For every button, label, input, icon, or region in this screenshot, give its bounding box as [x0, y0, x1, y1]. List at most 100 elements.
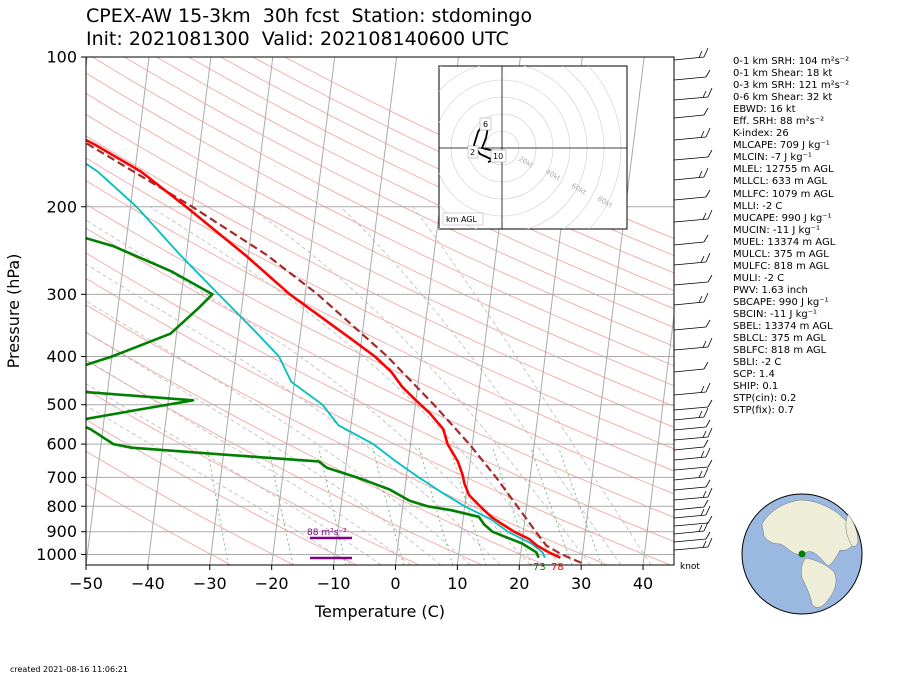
dry-adiabat-line — [156, 57, 674, 310]
wind-barb — [673, 530, 705, 535]
mixing-ratio-line — [372, 447, 404, 565]
dry-adiabat-line — [124, 57, 674, 328]
mixing-ratio-lines — [206, 447, 603, 565]
moist-adiabat-line — [412, 206, 652, 565]
dry-adiabat-line — [220, 57, 674, 274]
chart-title-line-1: CPEX-AW 15-3km 30h fcst Station: stdomin… — [86, 5, 533, 27]
dry-adiabat-line — [86, 180, 674, 472]
wind-barb-flag — [705, 252, 711, 263]
wind-barb-flag — [707, 149, 713, 158]
wind-barb-flag — [703, 439, 709, 448]
dry-adiabat-line — [86, 135, 674, 428]
wind-barb-flag — [707, 87, 713, 98]
parameter-line: STP(fix): 0.7 — [733, 405, 794, 417]
wind-barb — [673, 176, 705, 181]
wetbulb-profile — [86, 162, 546, 559]
wind-barb — [673, 522, 709, 527]
wind-barb-flag — [703, 467, 709, 478]
parameter-line: MLLFC: 1079 m AGL — [733, 188, 834, 200]
moist-adiabat-line — [150, 206, 561, 565]
wind-barb-flag — [703, 521, 709, 532]
wind-barb-flag — [705, 531, 711, 540]
wind-barb — [673, 346, 709, 351]
isotherm-line — [86, 57, 150, 565]
dry-adiabat-line — [86, 113, 674, 407]
parameter-line: MLCIN: -7 J kg⁻¹ — [733, 152, 812, 164]
wind-barb — [673, 391, 707, 396]
wind-barb-flag — [702, 340, 707, 348]
isotherm-lines — [86, 57, 674, 565]
hodo-units-label: km AGL — [446, 215, 478, 224]
wind-barb-flag — [698, 524, 703, 532]
wind-barb-flag — [707, 515, 713, 524]
x-tick-label: 10 — [447, 574, 467, 593]
parameter-line: MUEL: 13374 m AGL — [733, 236, 836, 248]
wind-barb-flag — [705, 382, 711, 393]
wind-barb — [673, 136, 707, 141]
chart-title-line-2: Init: 2021081300 Valid: 202108140600 UTC — [86, 28, 509, 50]
wind-barb-flag — [703, 107, 709, 116]
parameter-line: K-index: 26 — [733, 128, 789, 140]
wind-barb-flag — [702, 430, 707, 438]
wind-barb — [673, 506, 705, 511]
dry-adiabat-line — [86, 331, 545, 565]
wind-barb — [673, 96, 709, 101]
wind-barb-flag — [707, 399, 713, 408]
mixing-ratio-line — [318, 447, 347, 565]
hodo-height-label: 6 — [483, 120, 488, 129]
parameter-line: SBCAPE: 990 J kg⁻¹ — [733, 296, 829, 308]
x-tick-label: 0 — [390, 574, 400, 593]
parameter-line: MULFC: 818 m AGL — [733, 260, 829, 272]
dry-adiabat-line — [86, 92, 674, 387]
parameter-line: SBLI: -2 C — [733, 357, 782, 369]
isotherm-line — [209, 57, 274, 565]
x-tick-label: −50 — [69, 574, 103, 593]
isotherm-line — [642, 311, 674, 565]
parameter-line: MLLCL: 633 m AGL — [733, 176, 828, 188]
y-tick-label: 1000 — [36, 545, 77, 564]
dry-adiabat-line — [86, 450, 294, 565]
wind-barb — [673, 76, 707, 81]
wind-barb-flag — [707, 487, 713, 498]
wind-barb — [673, 114, 705, 119]
wind-barb — [673, 261, 707, 266]
wind-barb-flag — [698, 470, 703, 478]
x-tick-label: −20 — [255, 574, 289, 593]
wind-barb-flag — [703, 234, 709, 243]
parameter-line: 0-1 km SRH: 104 m²s⁻² — [733, 56, 850, 67]
surface-temperature-label: 78 — [551, 562, 564, 573]
parameter-line: MLLI: -2 C — [733, 200, 783, 212]
dry-adiabat-line — [86, 277, 671, 565]
parameter-line: STP(cin): 0.2 — [733, 393, 797, 405]
parameter-line: SBEL: 13374 m AGL — [733, 321, 833, 333]
wind-barb-flag — [703, 499, 709, 508]
barb-units-label: knot — [680, 562, 700, 572]
wind-barb-flag — [700, 385, 705, 393]
wind-barb — [673, 406, 709, 411]
parameter-line: 0-1 km Shear: 18 kt — [733, 68, 833, 80]
dry-adiabat-line — [86, 227, 674, 518]
wind-barb — [673, 426, 707, 431]
created-timestamp: created 2021-08-16 11:06:21 — [10, 665, 128, 674]
mixing-ratio-line — [418, 447, 454, 565]
y-tick-label: 800 — [46, 497, 77, 516]
isotherm-line — [333, 57, 398, 565]
isotherm-line — [271, 57, 336, 565]
parameter-line: MLEL: 12755 m AGL — [733, 164, 834, 176]
x-tick-label: −40 — [131, 574, 165, 593]
wind-barb — [673, 218, 709, 223]
wind-barb — [673, 466, 709, 471]
wind-barb-flag — [703, 47, 709, 58]
wind-barb — [673, 514, 707, 519]
parameter-line: PWV: 1.63 inch — [733, 284, 808, 296]
wind-barb-flag — [707, 274, 713, 283]
wind-barb-flag — [703, 361, 709, 370]
wind-barb — [673, 281, 709, 286]
dry-adiabat-line — [86, 389, 420, 565]
wind-barb-flag — [698, 50, 703, 58]
helicity-label: 88 m²s⁻² — [307, 528, 347, 538]
wind-barbs — [673, 47, 713, 551]
parameter-line: MLCAPE: 709 J kg⁻¹ — [733, 140, 830, 152]
y-tick-label: 300 — [46, 285, 77, 304]
